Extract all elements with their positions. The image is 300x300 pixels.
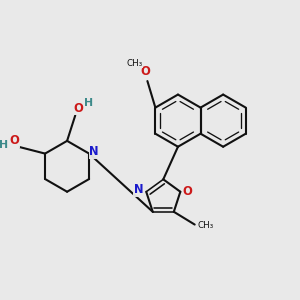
Text: O: O [183,184,193,198]
Text: O: O [10,134,20,147]
Text: O: O [74,102,83,115]
Text: CH₃: CH₃ [198,221,214,230]
Text: O: O [141,65,151,78]
Text: H: H [84,98,94,108]
Text: N: N [134,183,143,196]
Text: N: N [89,145,99,158]
Text: H: H [0,140,8,150]
Text: CH₃: CH₃ [126,58,142,68]
